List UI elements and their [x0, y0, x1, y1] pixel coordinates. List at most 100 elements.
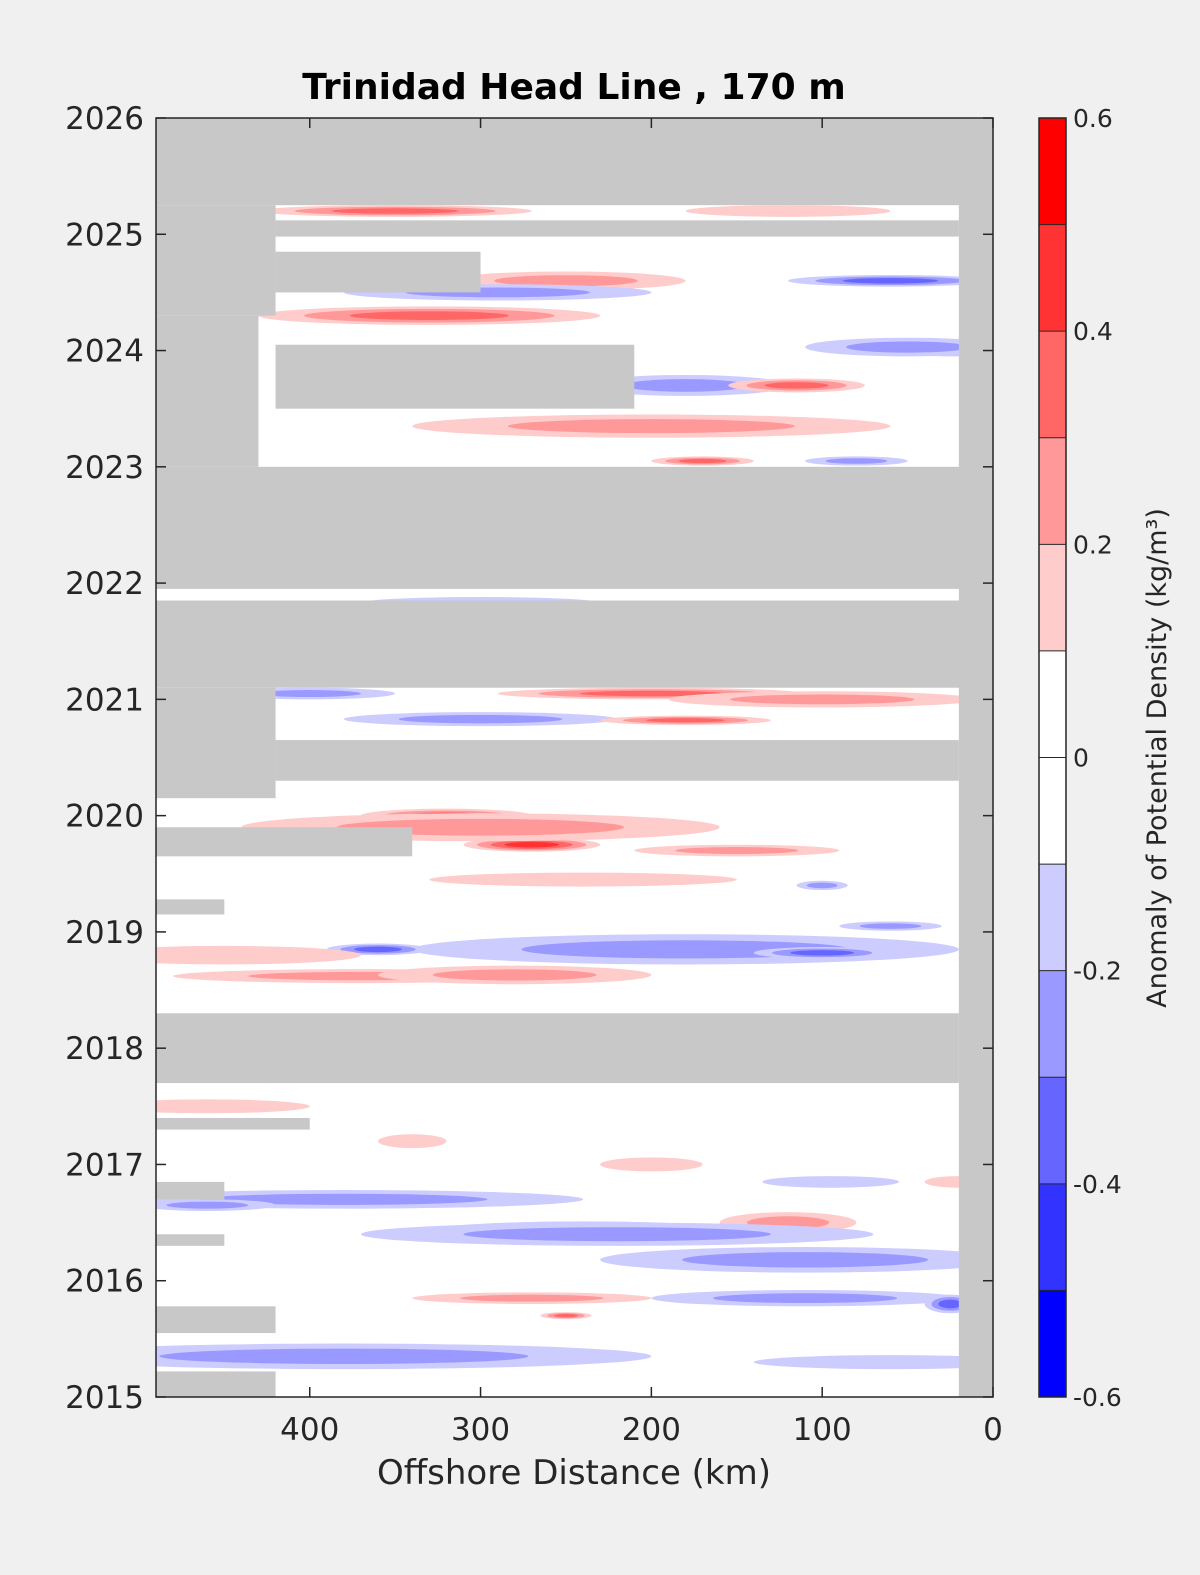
anomaly-contour [504, 841, 560, 848]
no-data-band [156, 1371, 276, 1397]
anomaly-contour [331, 208, 459, 214]
no-data-layer [156, 118, 993, 1397]
y-tick-label: 2019 [65, 915, 144, 951]
anomaly-contour [938, 1299, 963, 1309]
colorbar-tick-label: -0.6 [1073, 1383, 1122, 1412]
anomaly-contour [579, 690, 724, 697]
y-tick-label: 2026 [65, 101, 144, 137]
plot-area [156, 118, 993, 1397]
anomaly-contour [398, 714, 563, 724]
y-tick-label: 2022 [65, 566, 144, 602]
no-data-band [958, 118, 993, 1397]
y-tick-label: 2018 [65, 1031, 144, 1067]
anomaly-contour [624, 379, 748, 392]
colorbar-tick-label: -0.2 [1073, 957, 1122, 986]
anomaly-contour [378, 1134, 447, 1149]
colorbar-segment [1039, 331, 1066, 438]
no-data-band [156, 205, 276, 316]
no-data-band [156, 687, 276, 799]
x-tick-label: 0 [983, 1412, 1003, 1448]
no-data-band [156, 1013, 959, 1084]
no-data-band [275, 220, 959, 237]
anomaly-contour [200, 1193, 488, 1205]
anomaly-contour [494, 275, 638, 287]
y-tick-label: 2023 [65, 450, 144, 486]
colorbar-segment [1039, 1290, 1066, 1397]
anomaly-contour [349, 311, 510, 321]
y-tick-label: 2025 [65, 217, 144, 253]
anomaly-contour [463, 1227, 771, 1242]
no-data-band [156, 1306, 276, 1334]
y-tick-label: 2017 [65, 1147, 144, 1183]
x-axis-label: Offshore Distance (km) [377, 1453, 771, 1493]
anomaly-contour [762, 1176, 900, 1188]
no-data-band [275, 344, 635, 409]
colorbar-segment [1039, 544, 1066, 651]
no-data-band [275, 740, 959, 781]
x-tick-label: 100 [793, 1412, 852, 1448]
anomaly-contour [645, 718, 726, 723]
colorbar-tick-label: 0.6 [1073, 104, 1113, 133]
x-tick-label: 200 [622, 1412, 681, 1448]
colorbar-segment [1039, 118, 1066, 225]
anomaly-contour [507, 419, 795, 434]
colorbar-label: Anomaly of Potential Density (kg/m³) [1142, 508, 1173, 1008]
anomaly-contour [729, 694, 915, 705]
anomaly-contour [753, 1355, 993, 1370]
plot-frame [155, 117, 994, 1398]
anomaly-contour [600, 1157, 703, 1172]
colorbar-tick-label: 0.4 [1073, 317, 1113, 346]
anomaly-contour [682, 1252, 929, 1268]
no-data-band [156, 827, 413, 857]
no-data-band [156, 466, 993, 589]
no-data-band [156, 118, 993, 206]
colorbar-segment [1039, 757, 1066, 865]
anomaly-contour [712, 1293, 898, 1304]
anomaly-contour [806, 882, 838, 889]
anomaly-contour [156, 1099, 310, 1114]
colorbar-frame [1038, 117, 1067, 1398]
no-data-band [156, 899, 225, 915]
y-tick-label: 2020 [65, 799, 144, 835]
anomaly-contour [842, 278, 939, 284]
anomaly-contour [258, 690, 361, 698]
anomaly-contour [166, 1201, 249, 1209]
y-tick-label: 2021 [65, 682, 144, 718]
colorbar-tick-label: 0.2 [1073, 530, 1113, 559]
x-tick-label: 400 [280, 1412, 339, 1448]
y-tick-label: 2024 [65, 334, 144, 370]
no-data-band [156, 1234, 225, 1246]
anomaly-contour [159, 1348, 529, 1364]
colorbar-segment [1039, 1183, 1066, 1291]
anomaly-contour [764, 382, 829, 389]
x-axis: 400 300 200 100 0 [280, 118, 1003, 1448]
anomaly-contour [156, 945, 361, 965]
anomaly-contour [432, 969, 597, 981]
anomaly-contour [429, 872, 737, 887]
anomaly-contour [678, 458, 727, 464]
anomaly-contour [554, 1313, 578, 1318]
no-data-band [156, 1117, 310, 1130]
no-data-band [156, 600, 993, 688]
y-axis: 2015 2016 2017 2018 2019 2020 2021 2022 2023 2024… [65, 101, 993, 1416]
anomaly-contour [825, 458, 888, 464]
colorbar-segment [1039, 864, 1066, 971]
y-tick-label: 2015 [65, 1380, 144, 1416]
no-data-band [156, 1181, 225, 1200]
anomaly-contour [790, 950, 855, 956]
chart-title: Trinidad Head Line , 170 m [302, 67, 845, 108]
colorbar-segment [1039, 437, 1066, 545]
colorbar: -0.6 -0.4 -0.2 0 0.2 0.4 0.6 [1038, 104, 1122, 1412]
anomaly-contour [859, 923, 922, 929]
x-tick-label: 300 [451, 1412, 510, 1448]
no-data-band [275, 251, 481, 293]
no-data-band [156, 315, 259, 467]
colorbar-segment [1039, 224, 1066, 332]
colorbar-segment [1039, 650, 1066, 758]
anomaly-contour [460, 1294, 604, 1302]
colorbar-segment [1039, 1077, 1066, 1184]
y-tick-label: 2016 [65, 1264, 144, 1300]
anomaly-contour [354, 946, 402, 953]
colorbar-tick-label: 0 [1073, 744, 1089, 773]
